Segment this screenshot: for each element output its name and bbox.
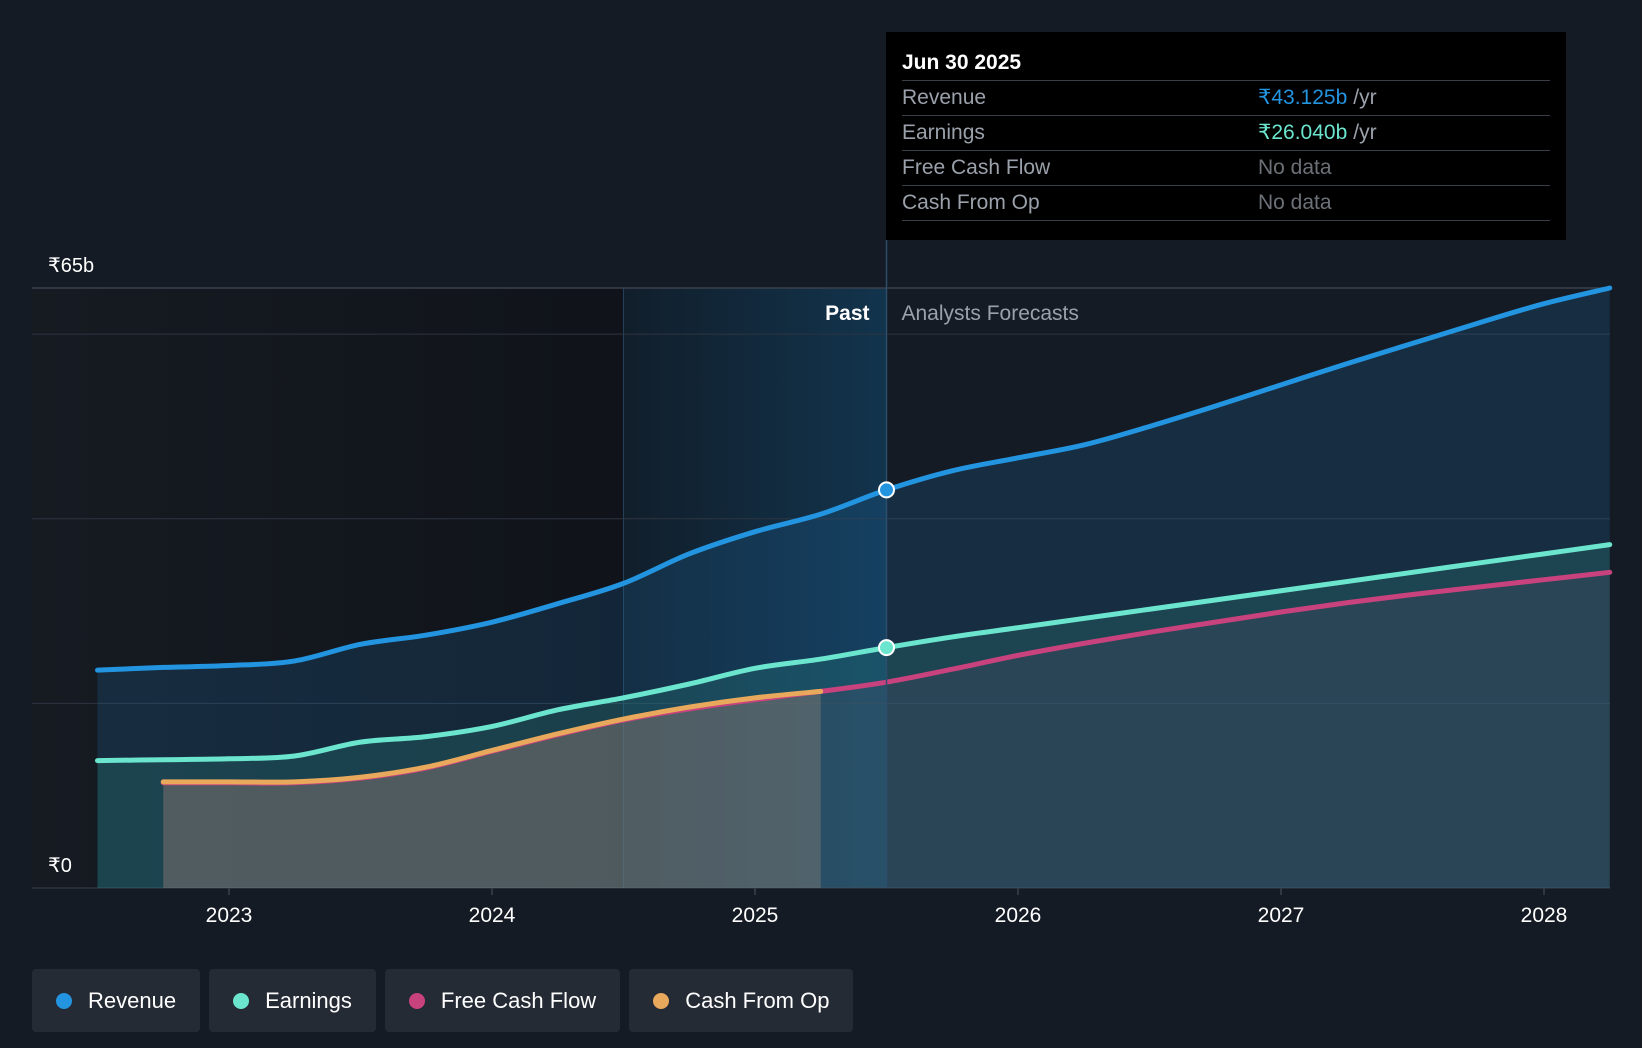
legend-label: Cash From Op [685,987,830,1013]
x-tick-label: 2028 [1521,904,1568,927]
tooltip-row-free-cash-flow: Free Cash Flow No data [902,150,1550,185]
y-tick-label: ₹65b [48,255,94,277]
legend-dot-icon [653,992,670,1009]
area-revenue [97,288,1610,888]
legend-item-cash-from-op[interactable]: Cash From Op [629,969,854,1032]
legend-dot-icon [56,992,72,1009]
line-revenue [95,285,1613,673]
tooltip-date: Jun 30 2025 [902,51,1022,74]
legend-dot-icon [233,992,250,1009]
x-tick-label: 2027 [1258,904,1305,927]
x-tick-label: 2025 [732,904,779,927]
legend-item-revenue[interactable]: Revenue [32,969,201,1032]
tooltip-label: Cash From Op [902,191,1040,214]
marker-earnings [878,639,895,657]
tooltip-value: ₹43.125b [1258,86,1348,109]
legend: Revenue Earnings Free Cash Flow Cash Fro… [32,969,854,1032]
legend-item-earnings[interactable]: Earnings [209,969,376,1032]
marker-revenue [878,481,895,499]
tooltip-value: No data [1258,191,1332,214]
tooltip-label: Earnings [902,121,985,144]
tooltip-row-earnings: Earnings ₹26.040b /yr [902,115,1550,150]
x-tick-label: 2024 [469,904,516,927]
legend-label: Earnings [265,987,352,1013]
tooltip-value: No data [1258,156,1332,179]
area-cash-from-op [163,691,821,888]
legend-label: Free Cash Flow [440,987,597,1013]
x-tick-label: 2026 [995,904,1042,927]
tooltip-row-cash-from-op: Cash From Op No data [902,185,1550,221]
legend-dot-icon [408,992,425,1009]
tooltip-label: Revenue [902,86,987,109]
tooltip: Jun 30 2025 Revenue ₹43.125b /yr Earning… [886,32,1566,240]
tooltip-unit: /yr [1353,86,1377,109]
tooltip-row-revenue: Revenue ₹43.125b /yr [902,80,1550,115]
highlight-region [623,288,887,888]
forecast-label: Analysts Forecasts [902,302,1079,325]
legend-label: Revenue [88,987,177,1013]
area-earnings [97,544,1610,888]
tooltip-unit: /yr [1353,121,1377,144]
y-tick-label: ₹0 [48,855,72,877]
tooltip-label: Free Cash Flow [902,156,1051,179]
past-label: Past [825,302,869,325]
line-earnings [95,542,1613,764]
line-cash-from-op [160,688,824,785]
legend-item-free-cash-flow[interactable]: Free Cash Flow [384,969,621,1032]
x-tick-label: 2023 [206,904,253,927]
tooltip-value: ₹26.040b [1258,121,1348,144]
